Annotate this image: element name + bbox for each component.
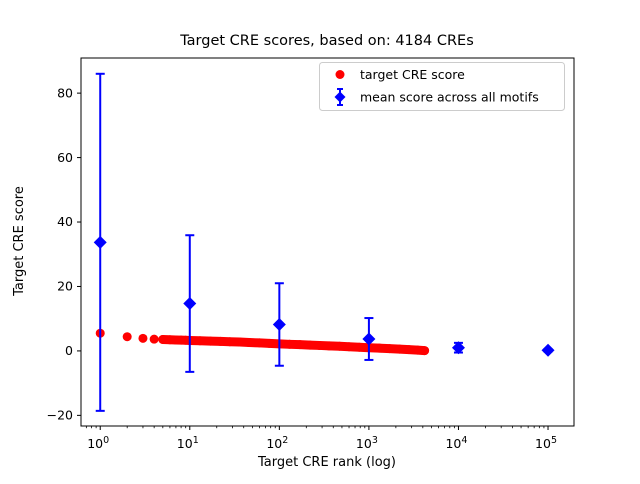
mean-score-diamond — [93, 235, 107, 249]
mean-score-diamond — [183, 297, 197, 311]
chart-title: Target CRE scores, based on: 4184 CREs — [179, 33, 474, 49]
target-score-point — [324, 341, 334, 351]
target-score-point — [205, 336, 215, 346]
legend-entry-mean-label: mean score across all motifs — [360, 90, 539, 105]
mean-score-diamond — [451, 341, 465, 355]
target-score-point — [420, 346, 430, 356]
target-score-point — [335, 341, 345, 351]
target-score-point — [385, 344, 395, 354]
y-axis-major-ticks: −20 0 20 40 60 80 — [47, 85, 81, 423]
x-tick-label: 102 — [266, 435, 288, 451]
target-score-point — [285, 339, 295, 349]
x-axis-major-ticks: 100 101 102 103 104 105 — [87, 426, 557, 451]
x-axis-label: Target CRE rank (log) — [257, 455, 396, 470]
legend-mean-diamond-errorbar-icon — [334, 88, 346, 106]
y-axis-label: Target CRE score — [12, 186, 27, 297]
target-score-point — [138, 333, 148, 343]
target-score-point — [195, 336, 205, 346]
plot-area — [80, 57, 575, 427]
y-tick-label: 80 — [57, 85, 73, 100]
target-score-point — [254, 338, 264, 348]
x-tick-label: 104 — [445, 435, 467, 451]
x-tick-label: 101 — [177, 435, 199, 451]
y-tick-label: 0 — [65, 343, 73, 358]
target-score-point — [314, 340, 324, 350]
target-score-point — [244, 338, 254, 348]
y-tick-label: −20 — [47, 408, 73, 423]
target-score-point — [305, 340, 315, 350]
mean-score-series — [93, 72, 555, 412]
target-score-point — [235, 337, 245, 347]
target-score-point — [413, 345, 423, 355]
target-score-point — [374, 343, 384, 353]
target-score-point — [225, 337, 235, 347]
x-tick-label: 103 — [356, 435, 378, 451]
mean-score-diamond — [272, 317, 286, 331]
x-axis-minor-ticks — [85, 426, 545, 429]
legend-frame — [319, 62, 565, 111]
target-score-point — [158, 334, 168, 344]
target-score-point — [404, 345, 414, 355]
target-score-point — [122, 332, 132, 342]
y-tick-label: 40 — [57, 214, 73, 229]
target-score-point — [395, 344, 405, 354]
target-score-point — [354, 342, 364, 352]
target-score-point — [149, 334, 159, 344]
target-score-point — [295, 340, 305, 350]
legend-entry-target-label: target CRE score — [360, 67, 465, 82]
target-score-point — [215, 336, 225, 346]
x-tick-label: 105 — [535, 435, 557, 451]
target-score-series — [95, 328, 430, 356]
mean-score-diamond — [541, 343, 555, 357]
y-tick-label: 60 — [57, 150, 73, 165]
target-score-point — [264, 338, 274, 348]
y-tick-label: 20 — [57, 279, 73, 294]
target-score-point — [344, 342, 354, 352]
legend-target-circle-icon — [335, 70, 345, 79]
mean-score-diamond — [362, 332, 376, 346]
x-tick-label: 100 — [87, 435, 109, 451]
legend: target CRE score mean score across all m… — [319, 62, 565, 111]
